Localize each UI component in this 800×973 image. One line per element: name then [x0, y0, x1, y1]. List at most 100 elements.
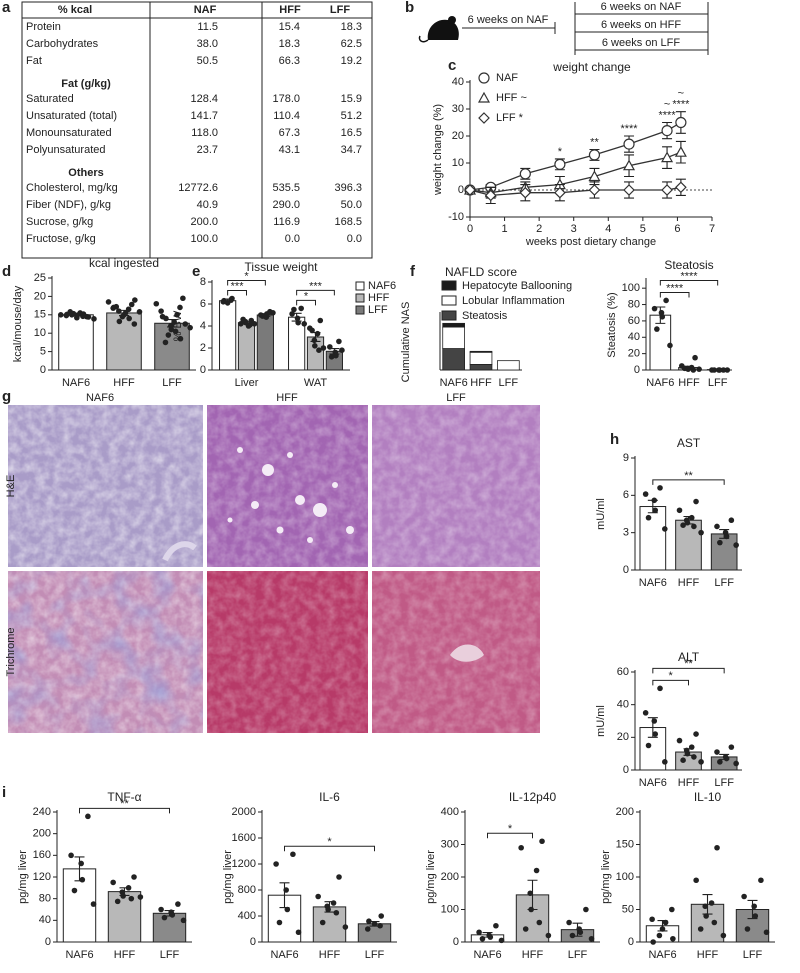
data-point — [733, 760, 739, 767]
error-bar — [71, 313, 81, 317]
table-cell: 290.0 — [272, 199, 300, 211]
data-point — [315, 893, 321, 900]
legend-label: HFF — [368, 292, 390, 304]
data-point — [522, 926, 529, 932]
data-point — [728, 744, 735, 750]
table-cell: Fat — [26, 55, 42, 67]
data-point — [663, 297, 669, 304]
table-cell: 12772.6 — [178, 182, 218, 194]
legend-marker — [478, 112, 490, 124]
data-point — [378, 913, 385, 919]
data-point — [228, 296, 235, 303]
table-cell: 178.0 — [272, 93, 300, 105]
image-row-label: H&E — [5, 475, 17, 498]
significance-label: * — [244, 270, 249, 282]
series-line — [469, 151, 682, 194]
data-point — [696, 366, 702, 372]
legend-label: NAF — [496, 72, 518, 84]
data-point — [708, 900, 715, 906]
x-tick-label: HFF — [113, 377, 135, 389]
y-tick-label: 9 — [623, 452, 629, 464]
data-point — [311, 337, 318, 344]
error-bar — [719, 529, 730, 539]
x-tick-label: 4 — [605, 223, 611, 235]
data-point — [158, 308, 164, 314]
table-cell: 141.7 — [190, 110, 218, 122]
error-bar — [119, 309, 129, 317]
table-cell: 116.9 — [273, 216, 300, 228]
significance-bracket — [79, 807, 170, 814]
error-bar — [279, 882, 290, 909]
error-bar — [291, 312, 302, 322]
data-point — [301, 321, 308, 327]
y-tick-label: 400 — [238, 910, 256, 922]
data-point — [312, 343, 318, 349]
marker — [588, 170, 601, 182]
mouse-icon — [418, 16, 459, 43]
data-point — [652, 507, 659, 514]
data-point — [336, 874, 342, 880]
x-tick-label: HFF — [697, 949, 719, 961]
table-section: Fat (g/kg) — [61, 78, 111, 90]
x-tick-label: LFF — [162, 377, 182, 389]
y-axis-label: Cumulative NAS — [400, 302, 412, 383]
marker — [588, 184, 601, 196]
data-point — [238, 321, 244, 327]
y-tick-label: 30 — [452, 103, 464, 115]
data-point — [174, 312, 180, 318]
data-point — [717, 539, 723, 546]
chart-title: TNF-α — [107, 790, 141, 804]
y-tick-label: 300 — [441, 838, 459, 850]
significance-label: ** — [684, 470, 693, 482]
x-tick-label: HFF — [522, 949, 544, 961]
data-point — [693, 498, 699, 505]
y-tick-label: 0 — [250, 936, 256, 948]
data-point — [180, 295, 186, 302]
y-tick-label: 0 — [200, 364, 206, 376]
bar — [219, 300, 237, 371]
y-tick-label: 20 — [452, 130, 464, 142]
y-tick-label: 20 — [34, 290, 46, 302]
bar-segment — [442, 348, 466, 371]
x-tick-label: HFF — [470, 377, 492, 389]
x-tick-label: Liver — [235, 377, 259, 389]
marker — [623, 184, 635, 196]
marker — [484, 189, 497, 202]
x-tick-label: 0 — [467, 223, 473, 235]
data-point — [733, 542, 739, 548]
data-point — [697, 926, 704, 932]
significance-bracket — [652, 667, 725, 674]
y-tick-label: 800 — [238, 884, 256, 896]
data-point — [137, 894, 144, 900]
legend-swatch — [355, 281, 365, 291]
y-axis-label: pg/mg liver — [425, 850, 437, 904]
significance-bracket — [227, 290, 247, 296]
chart-title: Steatosis — [664, 258, 713, 272]
panel-letter: e — [192, 263, 200, 280]
data-point — [577, 929, 584, 936]
y-axis-label: pg/mg liver — [600, 850, 612, 904]
data-point — [657, 685, 663, 692]
marker — [661, 184, 673, 196]
error-bar — [647, 717, 658, 738]
data-point — [136, 309, 143, 315]
x-tick-label: LFF — [499, 377, 519, 389]
legend-label: LFF — [368, 304, 388, 316]
data-point — [667, 342, 673, 349]
data-point — [336, 338, 342, 345]
data-point — [702, 903, 709, 910]
x-tick-label: 1 — [502, 223, 508, 235]
table-cell: Fiber (NDF), g/kg — [26, 199, 111, 211]
y-axis-label: pg/mg liver — [222, 850, 234, 904]
data-point — [90, 901, 97, 907]
data-point — [676, 737, 683, 744]
image-row-label: Trichrome — [5, 627, 17, 676]
marker — [554, 186, 566, 199]
y-tick-label: 3 — [623, 527, 629, 539]
y-tick-label: 0 — [628, 936, 634, 948]
table-section: Others — [68, 167, 103, 179]
chart-title: IL-12p40 — [509, 790, 557, 804]
y-tick-label: 240 — [33, 806, 51, 818]
y-tick-label: 5 — [40, 346, 46, 358]
y-tick-label: 8 — [200, 276, 206, 288]
